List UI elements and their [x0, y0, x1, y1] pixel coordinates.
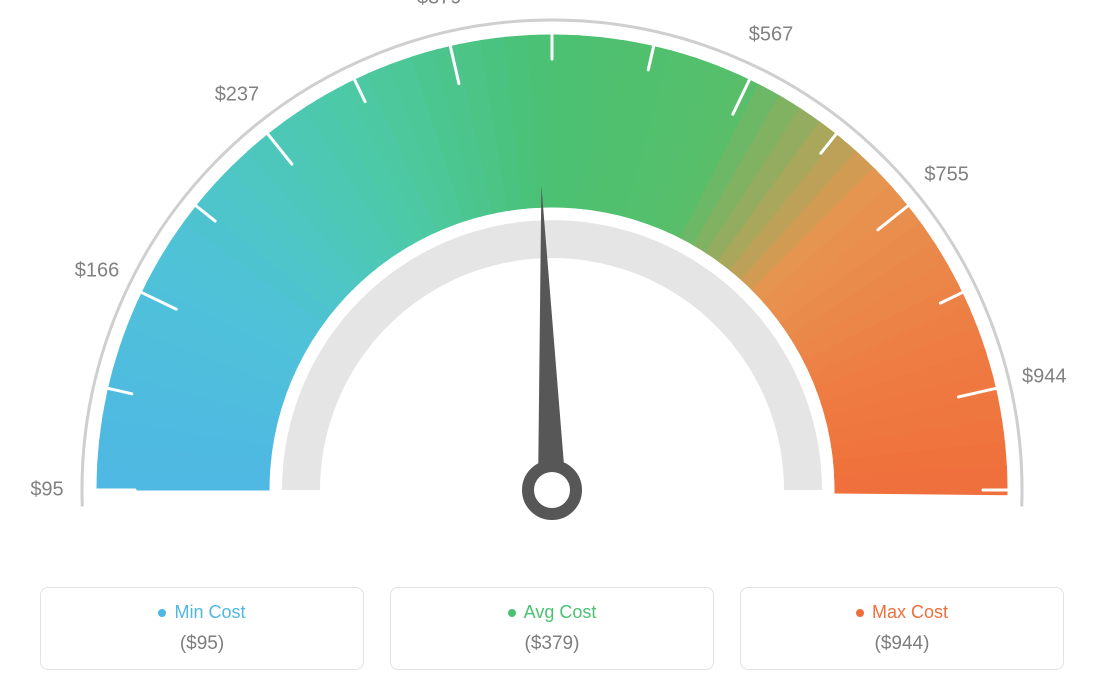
tick-label: $237 — [215, 84, 260, 107]
tick-label: $944 — [1022, 366, 1067, 389]
legend-title-avg: Avg Cost — [508, 602, 597, 623]
legend-dot-min — [158, 609, 166, 617]
tick-label: $755 — [924, 163, 969, 186]
legend-value-avg: ($379) — [401, 633, 703, 655]
legend-card-min: Min Cost ($95) — [40, 587, 364, 670]
legend-dot-max — [856, 609, 864, 617]
legend-title-min: Min Cost — [158, 602, 245, 623]
tick-label: $166 — [75, 260, 120, 283]
tick-label: $95 — [30, 479, 63, 502]
legend-value-max: ($944) — [751, 633, 1053, 655]
legend-title-max: Max Cost — [856, 602, 948, 623]
legend-card-avg: Avg Cost ($379) — [390, 587, 714, 670]
gauge-chart: $95 $166 $237 $379 $567 $755 $944 — [0, 0, 1104, 560]
legend-title-max-text: Max Cost — [872, 602, 948, 623]
legend-card-max: Max Cost ($944) — [740, 587, 1064, 670]
tick-label: $567 — [749, 23, 794, 46]
gauge-svg — [0, 0, 1104, 560]
legend-dot-avg — [508, 609, 516, 617]
legend-row: Min Cost ($95) Avg Cost ($379) Max Cost … — [40, 587, 1064, 670]
legend-title-min-text: Min Cost — [174, 602, 245, 623]
legend-value-min: ($95) — [51, 633, 353, 655]
tick-label: $379 — [417, 0, 462, 9]
legend-title-avg-text: Avg Cost — [524, 602, 597, 623]
